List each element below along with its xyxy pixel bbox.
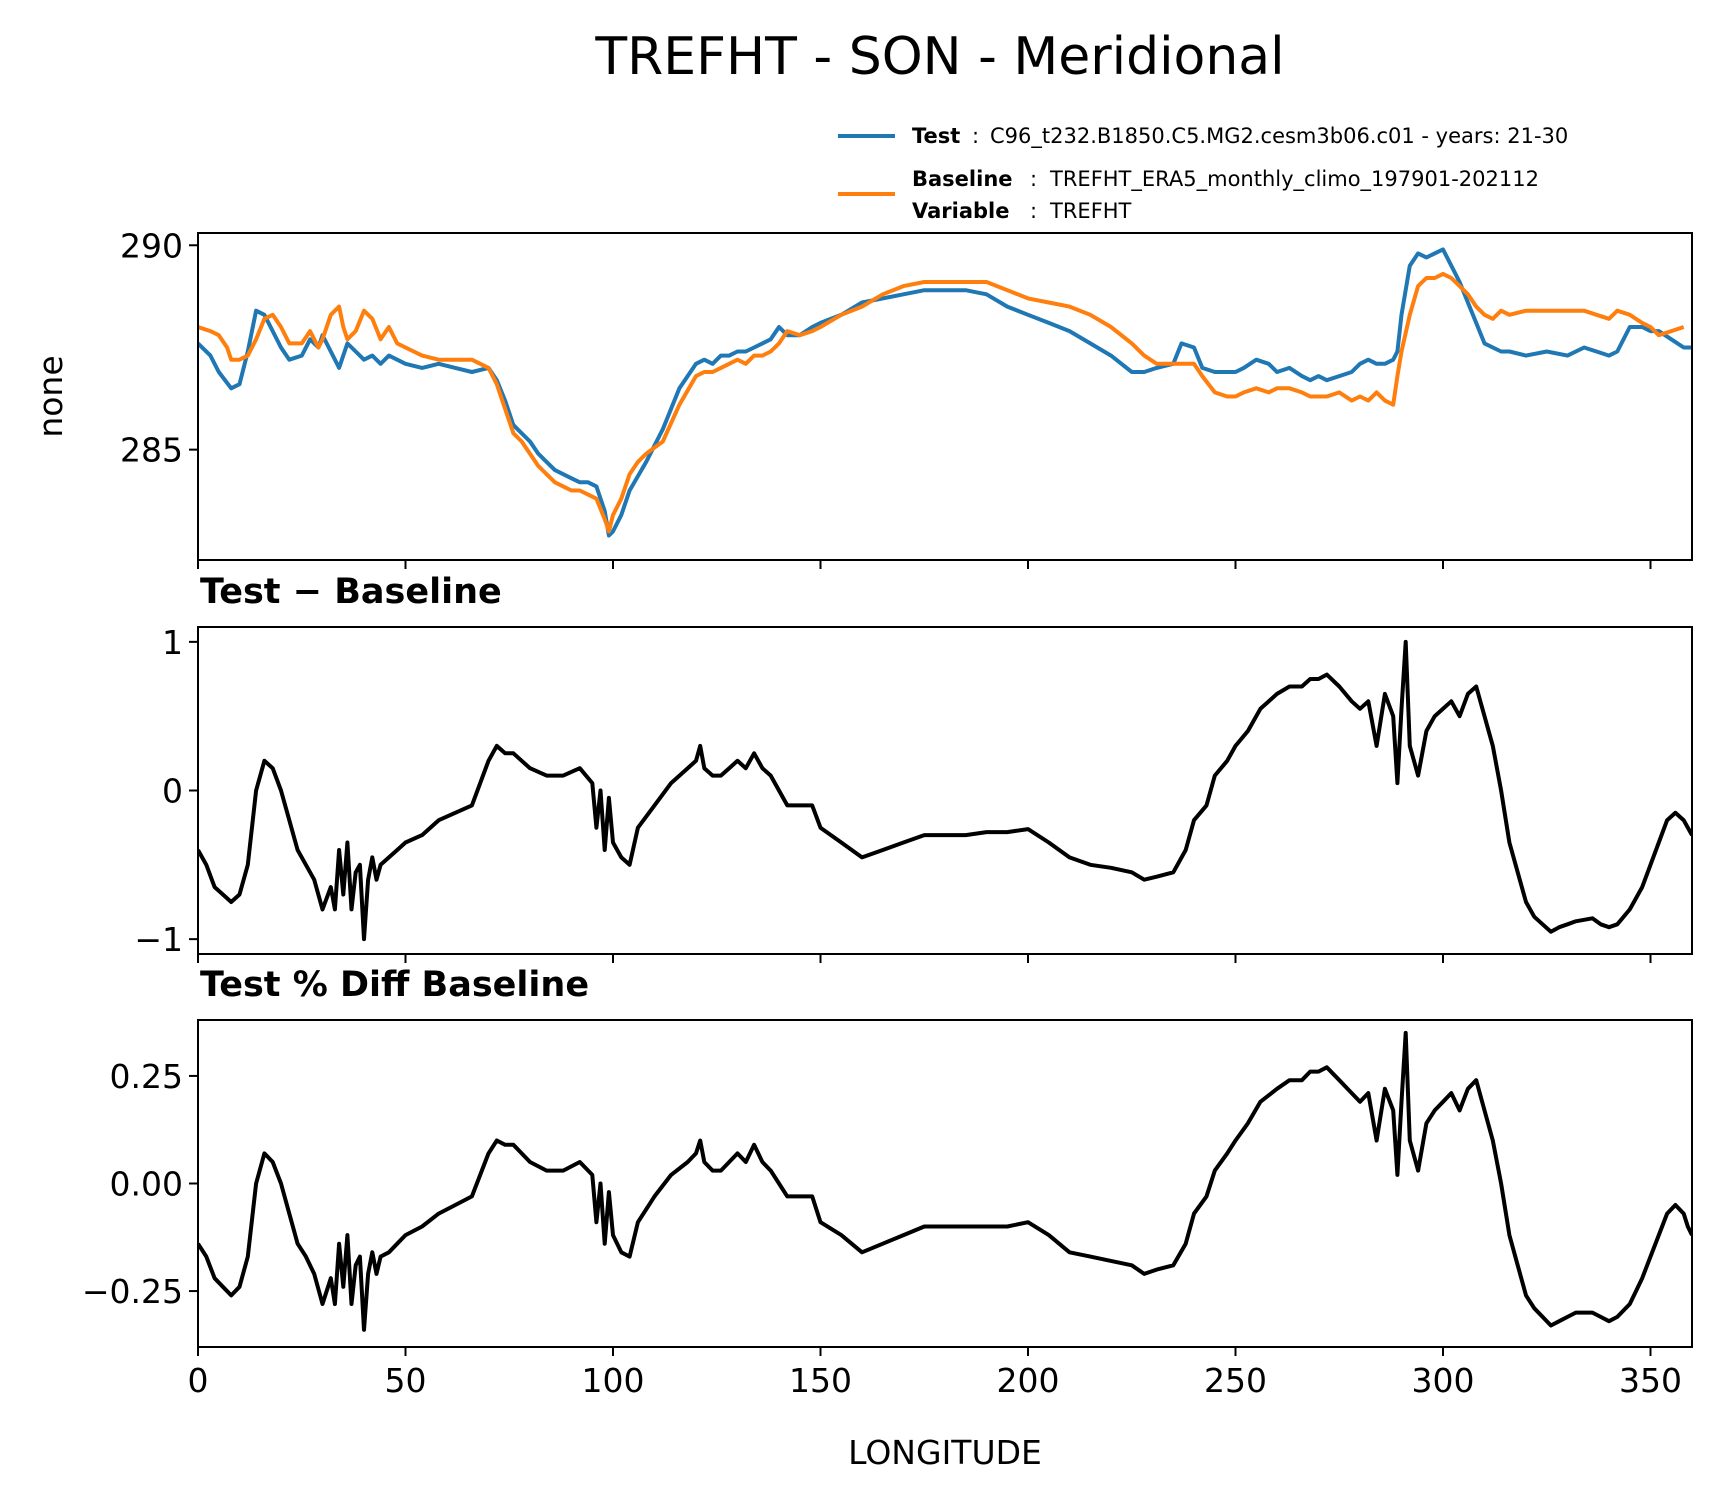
legend-test-sep: : bbox=[972, 124, 979, 148]
y-tick-label-pctdiff: −0.25 bbox=[82, 1272, 183, 1311]
legend-baseline-sep: : bbox=[1030, 167, 1037, 191]
x-tick-label: 0 bbox=[188, 1361, 209, 1400]
series-line-main-1 bbox=[198, 271, 1685, 534]
y-tick-label-main: 285 bbox=[120, 431, 183, 470]
y-tick-label-diff: −1 bbox=[134, 920, 183, 959]
legend-test-key: Test bbox=[912, 124, 960, 148]
y-tick-label-pctdiff: 0.00 bbox=[110, 1165, 183, 1204]
legend-variable-sep: : bbox=[1030, 199, 1037, 223]
legend-baseline-text: TREFHT_ERA5_monthly_climo_197901-202112 bbox=[1049, 167, 1539, 192]
x-tick-label: 50 bbox=[385, 1361, 427, 1400]
legend-baseline-key: Baseline bbox=[912, 167, 1013, 191]
plot-frame-diff bbox=[197, 626, 1693, 955]
y-tick-label-pctdiff: 0.25 bbox=[110, 1057, 183, 1096]
legend-variable-text: TREFHT bbox=[1049, 199, 1132, 223]
plot-frame-pctdiff bbox=[197, 1019, 1693, 1348]
legend-variable-key: Variable bbox=[912, 199, 1009, 223]
y-tick-label-main: 290 bbox=[120, 226, 183, 265]
panel-pctdiff: 0.25 0.00 −0.25 0 50 100 150 200 250 300 350 Test %… bbox=[82, 965, 1693, 1400]
x-tick-label: 300 bbox=[1412, 1361, 1475, 1400]
x-tick-label: 150 bbox=[789, 1361, 852, 1400]
chart-title: TREFHT - SON - Meridional bbox=[594, 27, 1284, 87]
x-tick-label: 100 bbox=[582, 1361, 645, 1400]
x-axis-label: LONGITUDE bbox=[848, 1433, 1042, 1472]
legend: Test : C96_t232.B1850.C5.MG2.cesm3b06.c0… bbox=[838, 124, 1568, 223]
x-tick-label: 250 bbox=[1204, 1361, 1267, 1400]
y-tick-label-diff: 0 bbox=[162, 772, 183, 811]
y-tick-label-diff: 1 bbox=[162, 623, 183, 662]
panel-subtitle-pctdiff: Test % Diff Baseline bbox=[200, 965, 589, 1005]
panel-subtitle-diff: Test − Baseline bbox=[200, 572, 502, 612]
y-axis-label: none bbox=[31, 355, 70, 437]
x-tick-label: 200 bbox=[997, 1361, 1060, 1400]
series-line-pctdiff-0 bbox=[198, 1030, 1692, 1332]
plot-frame-main bbox=[197, 232, 1693, 561]
legend-test-text: C96_t232.B1850.C5.MG2.cesm3b06.c01 - yea… bbox=[990, 124, 1568, 149]
series-line-main-0 bbox=[198, 247, 1692, 538]
x-tick-label: 350 bbox=[1619, 1361, 1682, 1400]
panel-main: 290 285 none bbox=[31, 226, 1693, 569]
panel-diff: 1 0 −1 Test − Baseline bbox=[134, 572, 1693, 963]
series-line-diff-0 bbox=[198, 639, 1692, 942]
